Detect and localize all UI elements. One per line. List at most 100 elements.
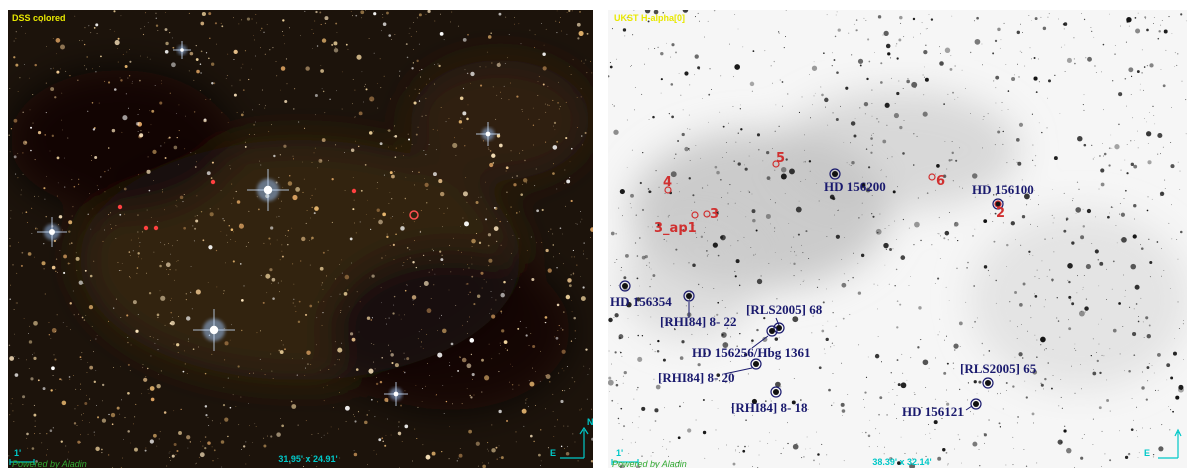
star xyxy=(433,83,435,85)
star xyxy=(1102,143,1103,144)
star xyxy=(689,160,691,162)
star xyxy=(937,456,942,461)
star xyxy=(53,239,57,243)
star xyxy=(1025,396,1028,399)
star xyxy=(195,58,199,61)
star xyxy=(168,136,171,139)
star xyxy=(172,317,173,318)
star xyxy=(109,29,111,31)
star xyxy=(841,259,843,261)
star xyxy=(1092,371,1097,376)
star xyxy=(433,284,435,286)
star xyxy=(560,399,564,404)
star xyxy=(31,233,33,234)
star xyxy=(738,284,741,287)
star xyxy=(327,249,329,251)
star xyxy=(873,283,875,285)
star xyxy=(1136,406,1138,408)
star xyxy=(157,30,159,31)
star xyxy=(707,240,708,242)
star xyxy=(376,83,378,84)
star xyxy=(81,419,83,421)
object-leader xyxy=(751,335,769,349)
star xyxy=(22,404,24,405)
star xyxy=(701,97,703,99)
star xyxy=(1085,57,1087,59)
star xyxy=(617,302,619,304)
star xyxy=(56,53,57,55)
star xyxy=(137,121,143,127)
star xyxy=(1148,238,1150,240)
star xyxy=(1138,452,1140,454)
star xyxy=(1038,122,1040,124)
star xyxy=(789,168,795,175)
star xyxy=(1057,439,1063,445)
star xyxy=(245,441,247,443)
star xyxy=(1158,30,1161,33)
star xyxy=(140,130,142,132)
star xyxy=(995,194,998,196)
star xyxy=(406,56,409,59)
star xyxy=(981,342,984,345)
star xyxy=(87,110,89,112)
star xyxy=(1042,388,1044,390)
star xyxy=(229,165,231,166)
star xyxy=(747,373,749,375)
star xyxy=(87,433,89,435)
star xyxy=(1077,135,1083,142)
star xyxy=(515,212,518,214)
star xyxy=(132,300,137,305)
star xyxy=(205,99,207,100)
star xyxy=(1114,144,1120,150)
star xyxy=(1168,16,1170,18)
star xyxy=(404,198,406,200)
star xyxy=(258,103,260,105)
star xyxy=(58,216,59,218)
star xyxy=(937,334,939,336)
star xyxy=(343,292,348,296)
star xyxy=(716,373,721,377)
star xyxy=(611,399,614,402)
star xyxy=(314,94,318,98)
star xyxy=(367,199,369,201)
star xyxy=(425,154,427,156)
star xyxy=(872,133,874,134)
star xyxy=(525,399,527,401)
star xyxy=(161,260,163,262)
bright-star xyxy=(180,48,184,52)
star xyxy=(264,53,266,55)
star xyxy=(368,368,374,374)
star xyxy=(115,298,117,300)
star xyxy=(286,83,288,85)
star xyxy=(898,38,902,42)
star xyxy=(859,107,861,109)
star xyxy=(353,116,355,118)
star xyxy=(371,398,373,401)
star xyxy=(565,451,570,456)
star xyxy=(418,88,420,90)
star xyxy=(311,236,314,240)
star xyxy=(321,324,323,326)
star xyxy=(371,317,373,319)
star xyxy=(832,112,834,114)
star xyxy=(774,230,776,232)
star xyxy=(725,142,727,143)
star xyxy=(197,346,199,348)
star xyxy=(270,226,274,230)
star xyxy=(992,221,994,223)
star xyxy=(734,13,736,15)
star xyxy=(663,238,665,240)
star xyxy=(248,133,250,135)
star xyxy=(316,317,318,319)
star xyxy=(420,341,423,343)
star xyxy=(954,349,956,351)
star xyxy=(518,384,520,386)
star xyxy=(835,234,841,239)
star xyxy=(150,124,152,126)
star xyxy=(395,233,397,236)
star xyxy=(1096,352,1098,353)
star xyxy=(9,87,11,89)
star xyxy=(895,45,897,47)
star xyxy=(738,452,740,453)
star xyxy=(263,437,265,439)
